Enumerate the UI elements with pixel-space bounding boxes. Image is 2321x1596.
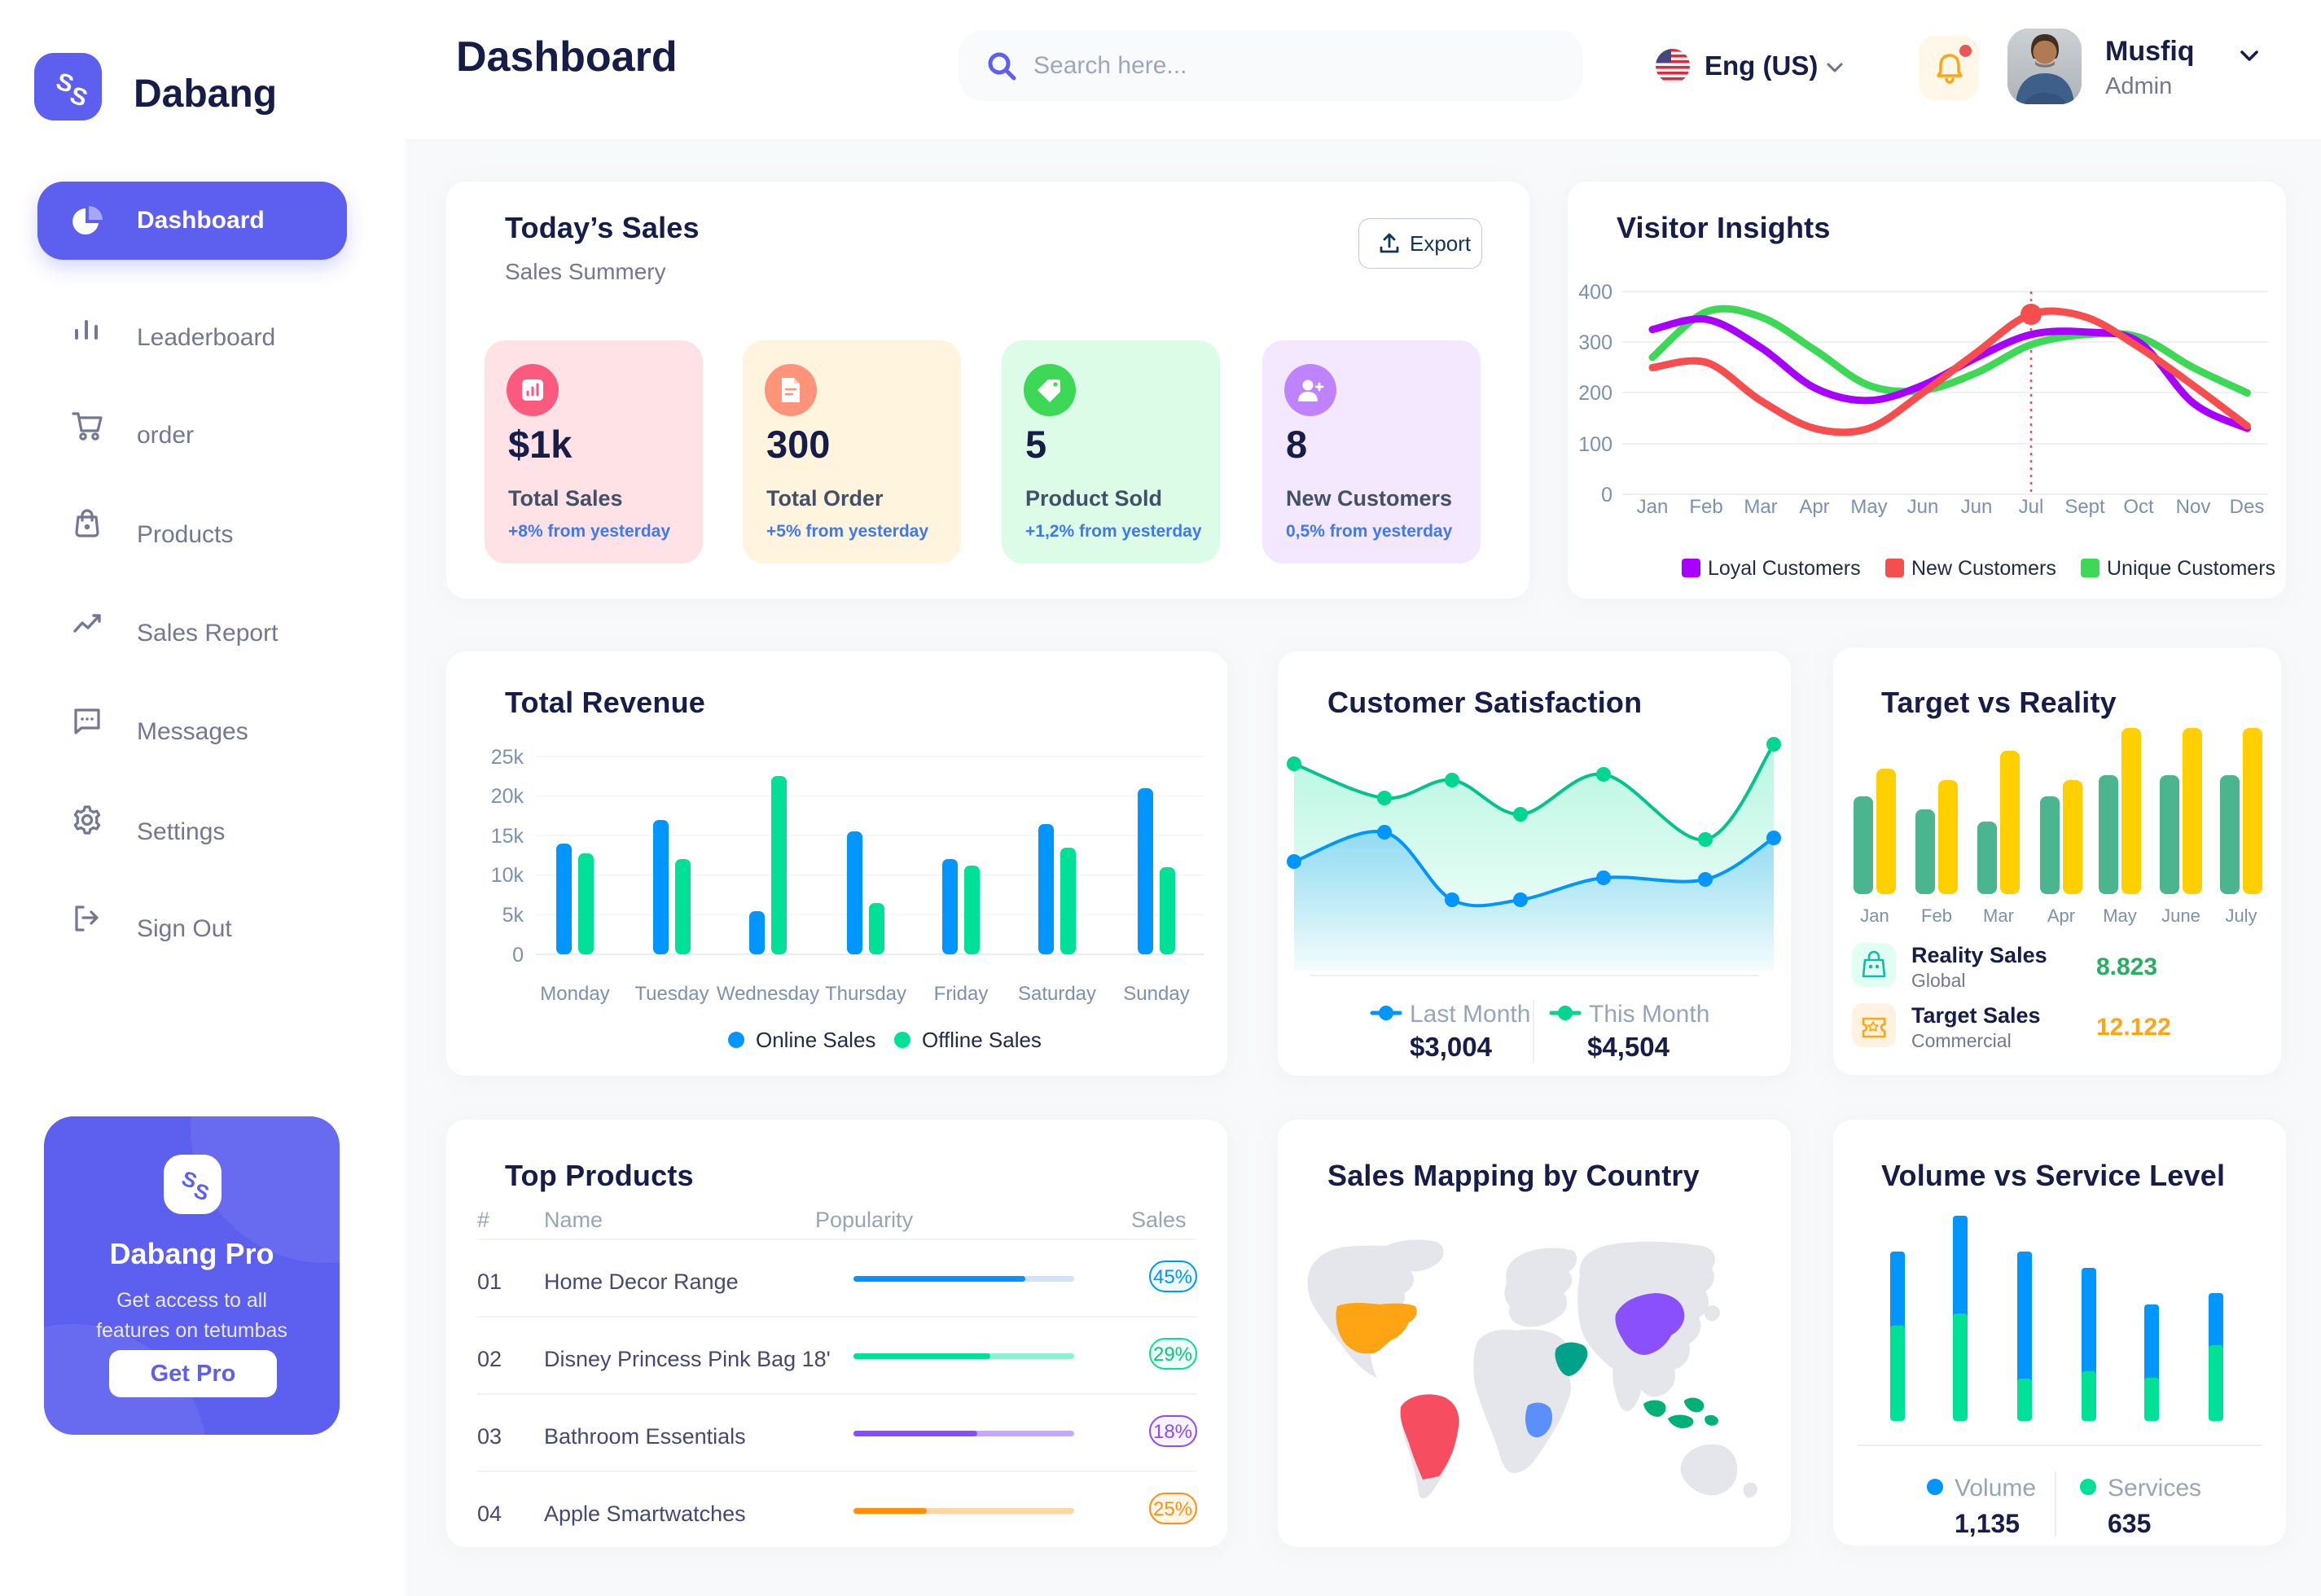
svg-text:Feb: Feb [1689,496,1722,518]
svg-text:12.122: 12.122 [2096,1014,2171,1041]
svg-text:Loyal Customers: Loyal Customers [1708,557,1861,580]
svg-text:02: 02 [477,1347,502,1371]
svg-text:Jun: Jun [1907,496,1939,518]
svg-text:0: 0 [1601,484,1612,506]
svg-text:Offline Sales: Offline Sales [922,1028,1042,1052]
svg-text:45%: 45% [1153,1266,1192,1288]
svg-text:Friday: Friday [934,983,989,1005]
svg-text:Apr: Apr [2047,905,2075,926]
svg-text:0: 0 [512,944,524,967]
svg-text:25%: 25% [1153,1498,1192,1520]
svg-text:Unique Customers: Unique Customers [2107,557,2275,580]
svg-text:Jun: Jun [1961,496,1993,518]
svg-text:Reality Sales: Reality Sales [1911,943,2047,967]
svg-text:#: # [477,1208,489,1232]
svg-text:Services: Services [2108,1475,2201,1502]
svg-text:03: 03 [477,1424,502,1449]
svg-text:Name: Name [544,1208,603,1232]
svg-text:635: 635 [2108,1509,2151,1538]
svg-text:25k: 25k [491,746,524,769]
svg-text:Tuesday: Tuesday [634,983,709,1005]
svg-text:1,135: 1,135 [1955,1509,2020,1538]
svg-text:20k: 20k [491,785,524,808]
svg-text:Online Sales: Online Sales [756,1028,875,1052]
svg-text:Des: Des [2230,496,2265,518]
svg-text:Feb: Feb [1921,905,1952,926]
svg-text:June: June [2161,905,2200,926]
svg-text:July: July [2225,905,2257,926]
svg-text:Disney Princess Pink Bag 18': Disney Princess Pink Bag 18' [544,1347,831,1371]
svg-text:Wednesday: Wednesday [717,983,819,1005]
svg-text:Saturday: Saturday [1018,983,1096,1005]
svg-text:Sales: Sales [1131,1208,1187,1232]
svg-text:Jul: Jul [2019,496,2044,518]
svg-text:$3,004: $3,004 [1410,1032,1493,1062]
svg-text:This Month: This Month [1589,1001,1709,1028]
svg-text:Apple Smartwatches: Apple Smartwatches [544,1502,746,1526]
svg-text:Volume: Volume [1955,1475,2036,1502]
svg-text:18%: 18% [1153,1421,1192,1443]
svg-text:Jan: Jan [1637,496,1669,518]
svg-text:29%: 29% [1153,1344,1192,1366]
svg-text:Monday: Monday [540,983,609,1005]
svg-text:Apr: Apr [1799,496,1829,518]
svg-text:Oct: Oct [2123,496,2154,518]
svg-text:100: 100 [1578,433,1612,456]
svg-text:Popularity: Popularity [815,1208,914,1232]
svg-text:01: 01 [477,1269,502,1294]
svg-text:10k: 10k [491,864,524,887]
svg-text:Nov: Nov [2176,496,2211,518]
svg-text:Target Sales: Target Sales [1911,1003,2041,1028]
svg-text:Last Month: Last Month [1410,1001,1530,1028]
svg-text:400: 400 [1578,281,1612,304]
svg-text:15k: 15k [491,825,524,848]
svg-text:Global: Global [1911,970,1965,991]
svg-text:May: May [2103,905,2137,926]
svg-text:Commercial: Commercial [1911,1030,2012,1051]
svg-text:Mar: Mar [1983,905,2014,926]
svg-text:8.823: 8.823 [2096,954,2157,980]
svg-text:04: 04 [477,1502,502,1526]
svg-text:300: 300 [1578,331,1612,354]
svg-text:May: May [1850,496,1887,518]
svg-text:Mar: Mar [1744,496,1777,518]
svg-text:200: 200 [1578,382,1612,405]
svg-text:5k: 5k [502,904,524,927]
svg-text:Jan: Jan [1860,905,1889,926]
svg-text:Sunday: Sunday [1123,983,1189,1005]
svg-text:Sept: Sept [2064,496,2105,518]
svg-text:Thursday: Thursday [825,983,906,1005]
svg-text:New Customers: New Customers [1911,557,2056,580]
svg-text:Bathroom Essentials: Bathroom Essentials [544,1424,746,1449]
svg-text:Home Decor Range: Home Decor Range [544,1269,739,1294]
svg-text:$4,504: $4,504 [1587,1032,1670,1062]
